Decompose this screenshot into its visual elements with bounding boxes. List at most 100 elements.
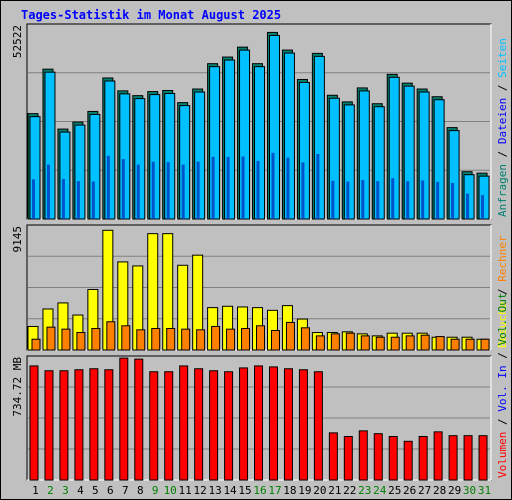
- bar-volume: [224, 371, 234, 481]
- bar-volume: [254, 365, 264, 481]
- bar-pages: [181, 164, 185, 219]
- bar-pages: [61, 178, 65, 219]
- day-label: 30: [463, 484, 476, 497]
- bar-sites: [375, 336, 385, 351]
- day-label: 10: [164, 484, 177, 497]
- bar-pages: [376, 181, 380, 219]
- day-label: 25: [388, 484, 401, 497]
- legend-volumen-label: Volumen: [496, 432, 509, 478]
- bar-pages: [481, 195, 485, 219]
- day-label: 4: [77, 484, 84, 497]
- y-max-label: 52522: [11, 25, 24, 58]
- bar-sites: [166, 327, 176, 351]
- bar-volume: [29, 365, 39, 481]
- bar-volume: [44, 370, 54, 481]
- bar-pages: [466, 193, 470, 219]
- bar-volume: [209, 370, 219, 481]
- bar-pages: [196, 161, 200, 219]
- bar-volume: [328, 432, 338, 481]
- bar-pages: [166, 162, 170, 219]
- day-label: 23: [358, 484, 371, 497]
- legend-dateien-label: Dateien: [496, 98, 509, 144]
- bar-pages: [346, 181, 350, 219]
- bar-pages: [76, 181, 80, 219]
- bar-pages: [421, 180, 425, 219]
- day-label: 17: [268, 484, 281, 497]
- day-label: 3: [62, 484, 69, 497]
- bar-sites: [31, 338, 41, 351]
- day-label: 2: [47, 484, 54, 497]
- bar-pages: [451, 182, 455, 219]
- bar-pages: [91, 181, 95, 219]
- bar-pages: [316, 153, 320, 219]
- legend-labels: Anfragen / Dateien / Seiten: [496, 38, 509, 217]
- bar-sites: [241, 327, 251, 351]
- day-label: 9: [152, 484, 159, 497]
- bar-sites: [405, 335, 415, 351]
- bar-volume: [283, 368, 293, 481]
- bar-pages: [391, 178, 395, 219]
- bar-files: [119, 93, 131, 220]
- bar-pages: [331, 180, 335, 219]
- bar-volume: [373, 433, 383, 481]
- day-label: 21: [328, 484, 341, 497]
- bar-volume: [298, 369, 308, 481]
- day-label: 28: [433, 484, 446, 497]
- day-label: 8: [137, 484, 144, 497]
- bar-volume: [403, 440, 413, 481]
- day-label: 12: [194, 484, 207, 497]
- bar-sites: [315, 335, 325, 351]
- legend-separator: /: [496, 346, 509, 366]
- bar-sites: [465, 338, 475, 351]
- bar-pages: [151, 161, 155, 219]
- day-label: 22: [343, 484, 356, 497]
- bar-volume: [104, 369, 114, 481]
- bar-pages: [241, 156, 245, 219]
- bar-sites: [151, 327, 161, 351]
- legend-separator: /: [496, 144, 509, 164]
- bar-sites: [330, 333, 340, 351]
- bar-sites: [91, 327, 101, 351]
- day-label: 7: [122, 484, 129, 497]
- bar-sites: [420, 334, 430, 351]
- bar-sites: [211, 325, 221, 351]
- bar-volume: [194, 368, 204, 481]
- day-label: 19: [298, 484, 311, 497]
- bar-sites: [46, 326, 56, 351]
- bar-sites: [435, 336, 445, 351]
- bar-volume: [74, 369, 84, 481]
- legend-labels: Volumen / Vol. In / Vol. Out: [496, 293, 509, 478]
- bar-pages: [406, 181, 410, 219]
- bar-volume: [358, 430, 368, 481]
- bar-pages: [136, 164, 140, 219]
- bar-sites: [300, 327, 310, 351]
- bar-sites: [121, 325, 131, 351]
- y-max-label: 9145: [11, 226, 24, 253]
- y-max-label: 734.72 MB: [11, 357, 24, 417]
- bar-volume: [239, 367, 249, 481]
- day-label: 16: [253, 484, 266, 497]
- chart-title: Tages-Statistik im Monat August 2025: [21, 8, 282, 22]
- legend-besuche-label: Besuche: [496, 302, 509, 348]
- bar-sites: [136, 329, 146, 351]
- bar-volume: [418, 435, 428, 481]
- bar-pages: [436, 181, 440, 219]
- bar-volume: [478, 435, 488, 481]
- day-label: 31: [478, 484, 491, 497]
- bar-pages: [32, 179, 35, 219]
- bar-pages: [286, 157, 290, 219]
- legend-seiten-label: Seiten: [496, 38, 509, 78]
- day-label: 24: [373, 484, 387, 497]
- bar-sites: [345, 332, 355, 351]
- legend-labels: Besuche / Rechner: [496, 235, 509, 348]
- bar-sites: [270, 329, 280, 351]
- legend-vol-in-label: Vol. In: [496, 365, 509, 411]
- bar-pages: [211, 156, 215, 219]
- day-label: 15: [238, 484, 251, 497]
- legend-separator: /: [496, 282, 509, 302]
- bar-volume: [313, 371, 323, 481]
- bar-volume: [388, 435, 398, 481]
- day-label: 18: [283, 484, 296, 497]
